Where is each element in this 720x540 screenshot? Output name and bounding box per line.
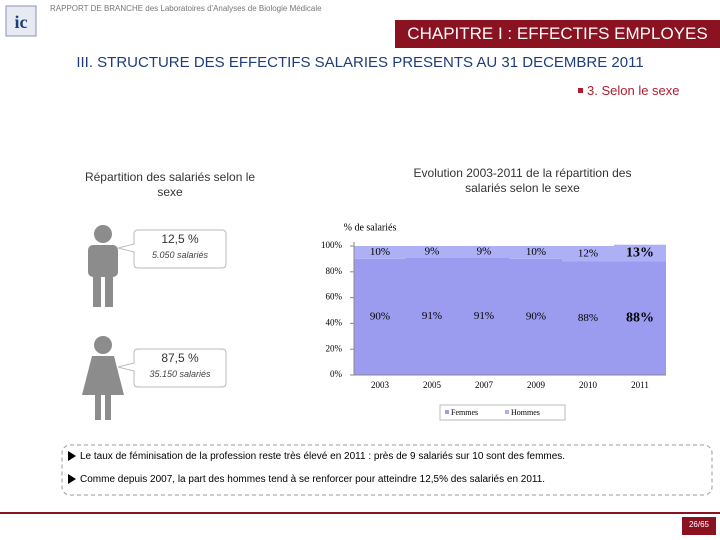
plot: 0% 20% 40% 60% 80% 100% 90% 10% 2003 91% 9% 2005 91%…: [321, 240, 666, 421]
value-label: 91%: [474, 310, 494, 322]
women-share: 87,5 %: [161, 351, 199, 365]
legend-box: [439, 404, 566, 421]
bar-segment: [562, 261, 614, 375]
report-title: RAPPORT DE BRANCHE des Laboratoires d'An…: [50, 4, 322, 13]
note: Comme depuis 2007, la part des hommes te…: [80, 474, 546, 485]
y-tick-label: 40%: [326, 317, 343, 327]
logo-box: [5, 5, 37, 37]
value-label: 90%: [526, 310, 546, 322]
woman-icon: [82, 336, 124, 420]
man-icon: [88, 225, 118, 307]
bar-segment: [614, 244, 666, 262]
notes-box: [61, 444, 713, 496]
note-arrow: [68, 474, 76, 484]
men-share: 12,5 %: [161, 232, 199, 246]
bar-segment: [354, 258, 406, 375]
x-tick-label: 2005: [423, 380, 442, 390]
bullet: [578, 88, 583, 93]
bar-segment: [354, 246, 406, 259]
legend-label: Femmes: [451, 408, 478, 417]
x-tick-label: 2003: [371, 380, 390, 390]
y-tick-label: 60%: [326, 292, 343, 302]
value-label: 10%: [370, 246, 390, 258]
value-label: 91%: [422, 310, 442, 322]
x-tick-label: 2011: [631, 380, 649, 390]
footer-line: [0, 512, 720, 514]
y-tick-label: 0%: [330, 369, 343, 379]
y-tick-label: 100%: [321, 240, 343, 250]
bar-segment: [458, 246, 510, 258]
bar-segment: [510, 258, 562, 375]
x-tick-label: 2010: [579, 380, 598, 390]
value-label: 9%: [477, 245, 492, 257]
bar-segment: [510, 246, 562, 259]
bar-segment: [614, 261, 666, 375]
note-arrow: [68, 451, 76, 461]
men-callout: [117, 229, 227, 269]
women-callout: [117, 348, 227, 388]
section-title: III. STRUCTURE DES EFFECTIFS SALARIES PR…: [76, 54, 644, 71]
page-number: 26/65: [688, 520, 710, 529]
value-label: 12%: [578, 247, 598, 259]
y-axis-label: % de salariés: [344, 222, 397, 233]
men-count: 5.050 salariés: [151, 250, 209, 260]
chapter-band: [395, 20, 720, 48]
chart-title: Evolution 2003-2011 de la répartition de…: [413, 166, 632, 195]
value-label: 9%: [425, 245, 440, 257]
chapter-title: CHAPITRE I : EFFECTIFS EMPLOYES: [407, 24, 708, 43]
bar-segment: [458, 257, 510, 375]
value-label: 10%: [526, 246, 546, 258]
left-title: Répartition des salariés selon le sexe: [84, 170, 256, 199]
legend-swatch: [505, 410, 509, 414]
subsection-title: 3. Selon le sexe: [587, 83, 680, 98]
legend-swatch: [445, 410, 449, 414]
bar-segment: [406, 257, 458, 375]
women-count: 35.150 salariés: [149, 369, 211, 379]
y-tick-label: 80%: [326, 266, 343, 276]
value-label: 88%: [626, 310, 654, 325]
bar-segment: [406, 246, 458, 258]
logo: ic: [15, 12, 28, 32]
bar-segment: [562, 246, 614, 262]
value-label: 90%: [370, 310, 390, 322]
y-tick-label: 20%: [326, 343, 343, 353]
page-box: [682, 517, 716, 535]
legend-label: Hommes: [511, 408, 540, 417]
value-label: 13%: [626, 245, 654, 260]
x-tick-label: 2009: [527, 380, 546, 390]
x-tick-label: 2007: [475, 380, 494, 390]
value-label: 88%: [578, 312, 598, 324]
note: Le taux de féminisation de la profession…: [80, 451, 566, 462]
